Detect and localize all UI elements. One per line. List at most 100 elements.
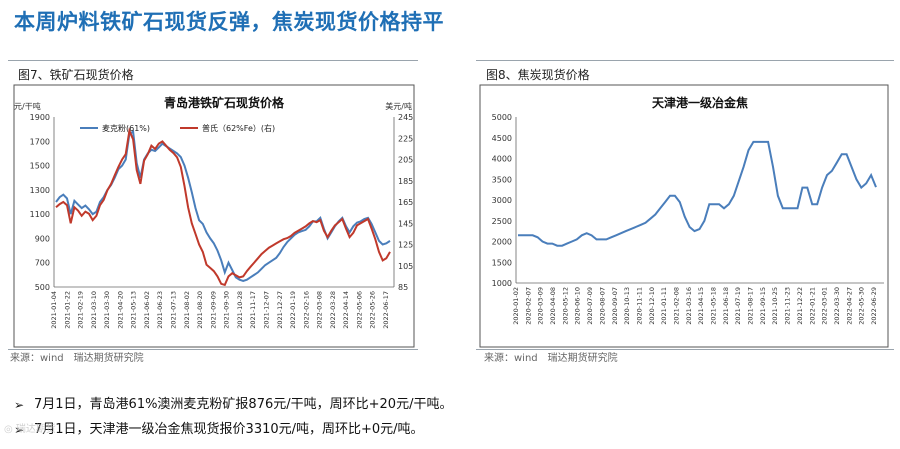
x-tick-label: 2021-02-08	[672, 287, 680, 325]
series-line-tianjin-coke	[518, 140, 877, 247]
x-tick-label: 2021-05-13	[130, 291, 138, 329]
x-tick-label: 2022-05-30	[858, 287, 866, 325]
x-tick-label: 2020-03-09	[537, 287, 545, 325]
x-tick-label: 2021-06-02	[143, 291, 151, 329]
y-tick-label: 5000	[492, 113, 512, 122]
bullet-list: ➢ 7月1日，青岛港61%澳洲麦克粉矿报876元/干吨，周环比+20元/干吨。 …	[14, 395, 452, 445]
x-tick-label: 2022-03-28	[329, 291, 337, 329]
bullet-text-iron-ore: 7月1日，青岛港61%澳洲麦克粉矿报876元/干吨，周环比+20元/干吨。	[34, 397, 453, 412]
y-tick-label-left: 1100	[30, 210, 50, 219]
x-tick-label: 2022-04-27	[845, 287, 853, 325]
bullet-text-coke: 7月1日，天津港一级冶金焦现货报价3310元/吨，周环比+0元/吨。	[34, 422, 424, 437]
x-tick-label: 2021-08-20	[196, 291, 204, 329]
iron-ore-chart: 青岛港铁矿石现货价格 元/干吨 美元/吨 500 700 900 1100 1300 1500 1…	[13, 84, 415, 348]
y-tick-label-left: 900	[35, 234, 50, 243]
x-tick-label: 2020-11-11	[635, 287, 643, 325]
x-tick-label: 2021-04-15	[697, 287, 705, 325]
x-tick-label: 2021-06-18	[722, 287, 730, 325]
series-line-platts-62	[55, 127, 391, 287]
coke-panel: 图8、焦炭现货价格 天津港一级冶金焦 1000 1500 2000 2500 3000 35…	[476, 60, 894, 350]
x-tick-label: 2021-03-16	[685, 287, 693, 325]
figure-label-iron-ore: 图7、铁矿石现货价格	[18, 68, 134, 82]
series-line-mcp-fines	[55, 129, 391, 282]
y-tick-label-right: 245	[398, 113, 413, 122]
x-tick-label: 2021-09-30	[223, 291, 231, 329]
y-tick-label: 1000	[492, 279, 512, 288]
x-tick-label: 2022-01-21	[808, 287, 816, 325]
x-tick-label: 2020-07-09	[586, 287, 594, 325]
x-tick-label: 2021-07-13	[170, 291, 178, 329]
x-tick-label: 2021-03-30	[103, 291, 111, 329]
x-tick-label: 2021-01-04	[50, 291, 58, 329]
x-tick-label: 2020-06-10	[574, 287, 582, 325]
x-tick-label: 2021-02-19	[77, 291, 85, 329]
iron-ore-panel: 图7、铁矿石现货价格 青岛港铁矿石现货价格 元/干吨 美元/吨 500 700 900 11…	[8, 60, 418, 350]
y-tick-label-left: 500	[35, 283, 50, 292]
x-tick-label: 2021-09-09	[209, 291, 217, 329]
y-tick-label-right: 225	[398, 134, 413, 143]
y-axis-label-right: 美元/吨	[385, 101, 412, 111]
arrow-bullet-icon: ➢	[14, 423, 25, 437]
y-tick-label: 3500	[492, 175, 512, 184]
y-tick-label-left: 1700	[30, 137, 50, 146]
coke-chart: 天津港一级冶金焦 1000 1500 2000 2500 3000 3500 4000 4500…	[479, 84, 889, 348]
x-tick-label: 2021-12-22	[796, 287, 804, 325]
chart-title: 天津港一级冶金焦	[652, 95, 748, 110]
x-tick-label: 2021-10-28	[236, 291, 244, 329]
figure-label-coke: 图8、焦炭现货价格	[486, 68, 590, 82]
x-tick-label: 2022-03-01	[821, 287, 829, 325]
x-tick-label: 2022-04-14	[342, 291, 350, 329]
chart-title: 青岛港铁矿石现货价格	[164, 95, 285, 110]
legend-label-mcp-fines: 麦克粉(61%)	[102, 123, 150, 133]
x-tick-label: 2021-05-18	[710, 287, 718, 325]
x-tick-label: 2020-04-08	[549, 287, 557, 325]
page-title: 本周炉料铁矿石现货反弹，焦炭现货价格持平	[14, 10, 444, 34]
y-tick-label-right: 145	[398, 219, 413, 228]
x-tick-label: 2022-03-08	[316, 291, 324, 329]
x-tick-label: 2020-08-07	[598, 287, 606, 325]
watermark: ◎ 瑞达期货	[4, 424, 56, 435]
x-tick-label: 2020-09-07	[611, 287, 619, 325]
y-tick-label: 2000	[492, 238, 512, 247]
x-tick-label: 2022-06-29	[870, 287, 878, 325]
bullet-item: ➢ 7月1日，青岛港61%澳洲麦克粉矿报876元/干吨，周环比+20元/干吨。	[14, 395, 452, 420]
x-tick-label: 2021-03-10	[90, 291, 98, 329]
y-tick-label: 2500	[492, 217, 512, 226]
x-tick-label: 2021-08-02	[183, 291, 191, 329]
y-tick-label-right: 165	[398, 198, 413, 207]
y-tick-label-right: 185	[398, 177, 413, 186]
arrow-bullet-icon: ➢	[14, 398, 25, 412]
x-tick-label: 2021-11-17	[249, 291, 257, 329]
chart-frame	[479, 84, 889, 348]
x-tick-label: 2020-01-02	[512, 287, 520, 325]
x-tick-label: 2021-04-20	[116, 291, 124, 329]
y-tick-label: 4000	[492, 155, 512, 164]
x-tick-label: 2022-05-06	[355, 291, 363, 329]
x-tick-label: 2021-08-17	[747, 287, 755, 325]
y-tick-label-left: 1300	[30, 186, 50, 195]
x-tick-label: 2021-06-23	[156, 291, 164, 329]
x-tick-label: 2022-06-17	[382, 291, 390, 329]
y-tick-label-right: 205	[398, 156, 413, 165]
bullet-item: ➢ 7月1日，天津港一级冶金焦现货报价3310元/吨，周环比+0元/吨。	[14, 420, 452, 445]
x-tick-label: 2022-02-16	[302, 291, 310, 329]
source-note-right: 来源：wind 瑞达期货研究院	[484, 353, 618, 364]
x-tick-label: 2021-10-25	[771, 287, 779, 325]
source-note-left: 来源：wind 瑞达期货研究院	[10, 353, 144, 364]
y-tick-label: 1500	[492, 258, 512, 267]
x-tick-label: 2021-09-15	[759, 287, 767, 325]
x-tick-label: 2021-01-11	[660, 287, 668, 325]
y-tick-label-right: 125	[398, 241, 413, 250]
y-axis-label-left: 元/干吨	[14, 101, 41, 111]
legend-label-platts-62: 普氏（62%Fe）(右)	[202, 123, 275, 133]
x-tick-label: 2020-05-12	[561, 287, 569, 325]
x-tick-label: 2020-12-10	[648, 287, 656, 325]
x-tick-label: 2021-12-07	[262, 291, 270, 329]
x-tick-label: 2022-03-30	[833, 287, 841, 325]
y-tick-label: 4500	[492, 134, 512, 143]
x-tick-label: 2020-10-13	[623, 287, 631, 325]
y-tick-label-right: 105	[398, 262, 413, 271]
x-tick-label: 2021-11-23	[784, 287, 792, 325]
y-tick-label-left: 1900	[30, 113, 50, 122]
y-tick-label-left: 700	[35, 259, 50, 268]
